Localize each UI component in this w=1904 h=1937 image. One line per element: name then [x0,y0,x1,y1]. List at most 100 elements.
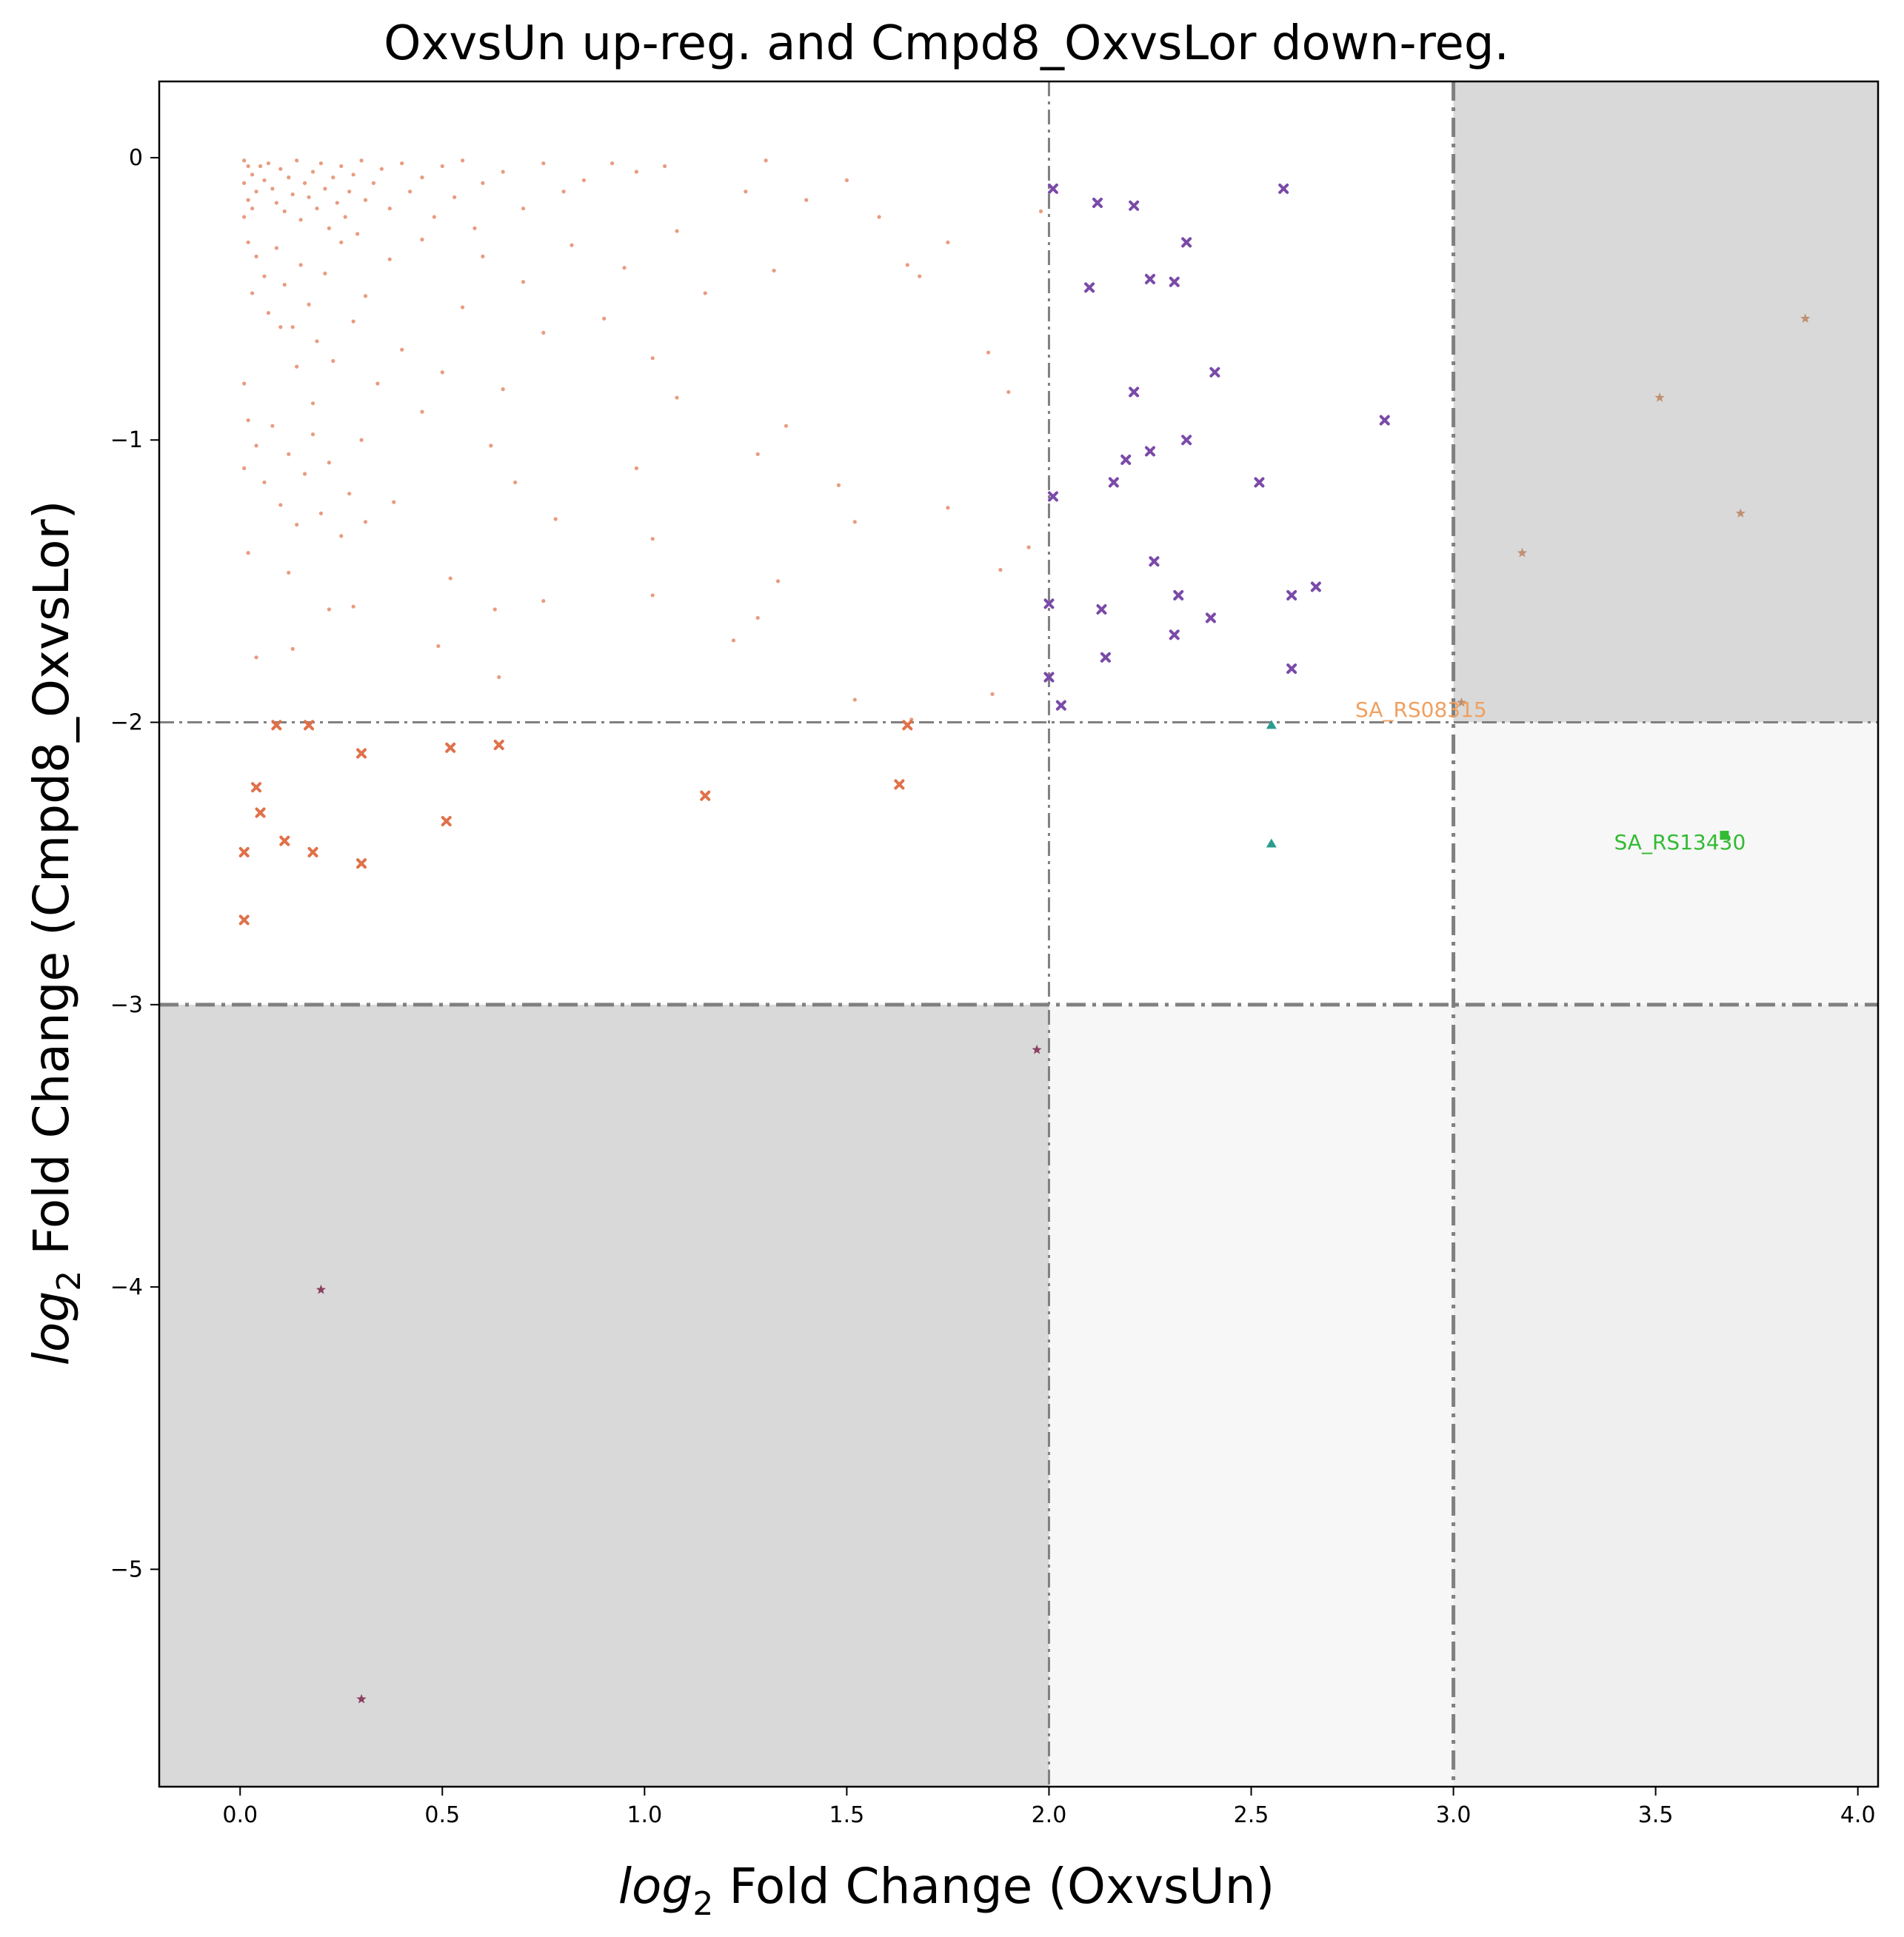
data-point [1205,612,1216,623]
data-point [755,452,760,456]
data-point [493,740,504,751]
data-point [448,576,452,581]
data-point [852,697,857,702]
data-point [238,914,250,926]
data-point [347,492,352,496]
data-point [836,483,841,487]
data-point [375,381,380,386]
data-point [307,846,318,857]
data-point [1149,556,1160,567]
point-label: SA_RS08315 [1355,697,1487,722]
data-point [1129,200,1140,211]
data-point [295,158,299,163]
y-tick-label: −3 [110,992,143,1018]
data-point [1108,477,1119,488]
data-point [877,215,881,219]
data-point [541,598,546,603]
shaded-region [1049,1004,1454,1787]
data-point [1169,629,1180,640]
data-point [315,206,319,211]
data-point [387,206,392,211]
x-tick-label: 2.5 [1234,1802,1269,1828]
data-point [339,240,344,244]
data-point [351,319,355,324]
x-tick-label: 4.0 [1840,1802,1876,1828]
data-point [1100,652,1111,663]
data-point [460,305,465,310]
data-point [918,274,922,278]
data-point [541,161,546,166]
y-tick-label: −4 [110,1274,143,1300]
x-tick-label: 0.5 [424,1802,460,1828]
data-point [356,1693,367,1704]
data-point [492,607,497,612]
data-point [246,198,250,202]
data-point [295,364,299,369]
data-point [1254,477,1265,488]
data-point [1026,545,1031,549]
data-point [1735,508,1746,518]
data-point [255,807,266,818]
data-point [363,294,368,298]
data-point [282,209,287,213]
y-tick-label: −5 [110,1556,143,1582]
data-point [1038,209,1043,213]
data-point [512,480,518,485]
data-point [246,418,250,423]
data-point [266,161,271,166]
data-point [287,452,291,456]
data-point [441,815,452,826]
data-point [420,409,424,414]
data-point [356,858,367,869]
chart-title: OxvsUn up-reg. and Cmpd8_OxvsLor down-re… [384,16,1509,71]
data-point [1379,415,1390,426]
data-point [278,503,283,507]
data-point [282,282,287,287]
data-point [1006,389,1011,395]
data-point [436,643,441,649]
x-tick-label: 3.5 [1638,1802,1674,1828]
data-point [246,551,250,555]
data-point [1096,604,1107,615]
data-point [327,607,331,612]
data-point [440,164,444,168]
x-tick-label: 3.0 [1436,1802,1472,1828]
data-point [1266,838,1277,848]
data-point [242,381,247,386]
data-point [1286,589,1297,600]
shaded-region [1453,81,1878,723]
x-tick-label: 2.0 [1032,1802,1067,1828]
data-point [295,523,299,527]
data-point [432,215,436,219]
data-point [258,164,263,168]
data-point [481,254,485,259]
x-axis-label: log2 Fold Change (OxvsUn) [618,1858,1275,1923]
data-point [1654,392,1665,402]
data-point [990,692,995,697]
data-point [844,178,849,183]
data-point [270,187,275,191]
data-point [634,466,639,470]
data-point [310,401,315,406]
data-point [622,266,627,270]
data-point [304,720,315,731]
data-point [290,192,295,197]
data-point [905,263,909,267]
data-point [356,748,367,759]
x-tick-label: 1.5 [829,1802,865,1828]
data-point [351,173,355,177]
data-point [755,615,760,620]
x-tick-label: 1.0 [627,1802,662,1828]
data-point [262,274,267,278]
data-point [315,1284,327,1294]
data-point [270,424,275,428]
data-point [318,161,324,166]
data-point [278,325,283,329]
data-point [327,226,331,230]
data-point [1047,183,1058,194]
data-point [310,170,315,174]
data-point [541,330,546,335]
data-point [307,302,311,307]
data-point [331,358,335,364]
data-point [569,243,574,247]
